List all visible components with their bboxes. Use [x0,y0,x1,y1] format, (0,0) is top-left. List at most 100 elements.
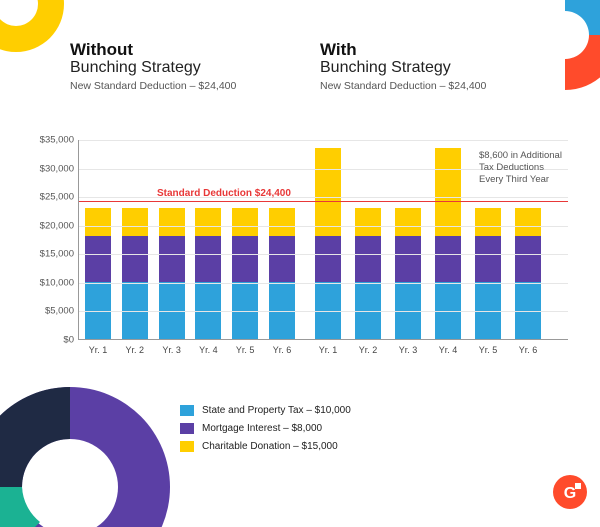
title-right: With Bunching Strategy New Standard Dedu… [320,40,560,92]
bar-segment-charity [269,208,295,237]
bar-segment-mortgage [435,236,461,282]
legend-label: Mortgage Interest – $8,000 [202,423,322,434]
reference-line [79,201,568,202]
bar-segment-state [355,282,381,339]
y-tick-label: $30,000 [40,163,74,174]
y-tick-label: $15,000 [40,249,74,260]
grid-line [79,226,568,227]
titles-row: Without Bunching Strategy New Standard D… [70,40,570,92]
y-tick-label: $35,000 [40,135,74,146]
bar-segment-charity [315,148,341,237]
annotation-line2: Tax Deductions [479,162,569,174]
legend-label: Charitable Donation – $15,000 [202,441,338,452]
bar-segment-state [195,282,221,339]
legend-label: State and Property Tax – $10,000 [202,405,351,416]
svg-text:G: G [564,485,576,502]
legend-swatch [180,441,194,452]
x-label: Yr. 4 [199,345,218,355]
bar: Yr. 4 [195,208,221,339]
x-label: Yr. 3 [162,345,181,355]
bar-segment-state [315,282,341,339]
legend-item: Mortgage Interest – $8,000 [180,423,351,434]
bar-segment-charity [355,208,381,237]
y-tick-label: $0 [63,335,74,346]
reference-line-label: Standard Deduction $24,400 [157,188,291,199]
bar-segment-state [85,282,111,339]
title-left-line2: Bunching Strategy [70,59,310,77]
deco-bottom-left [0,377,180,527]
y-axis: $0$5,000$10,000$15,000$20,000$25,000$30,… [30,140,78,340]
title-left: Without Bunching Strategy New Standard D… [70,40,310,92]
bar-segment-mortgage [269,236,295,282]
annotation: $8,600 in AdditionalTax DeductionsEvery … [479,150,569,186]
bar-segment-charity [122,208,148,237]
legend-item: Charitable Donation – $15,000 [180,441,351,452]
x-label: Yr. 3 [399,345,418,355]
x-label: Yr. 5 [236,345,255,355]
bar-segment-charity [515,208,541,237]
x-label: Yr. 5 [479,345,498,355]
annotation-line3: Every Third Year [479,174,569,186]
deco-top-left [0,0,66,54]
bar: Yr. 1 [85,208,111,339]
title-right-line2: Bunching Strategy [320,59,560,77]
bar: Yr. 2 [122,208,148,339]
bar-segment-mortgage [475,236,501,282]
bar-segment-mortgage [159,236,185,282]
grid-line [79,140,568,141]
bar-segment-charity [395,208,421,237]
bar-segment-charity [435,148,461,237]
title-right-line1: With [320,40,560,60]
bar-segment-mortgage [515,236,541,282]
bar-segment-state [395,282,421,339]
bar-segment-state [475,282,501,339]
grid-line [79,283,568,284]
bar-segment-state [159,282,185,339]
bar-segment-mortgage [85,236,111,282]
x-label: Yr. 6 [273,345,292,355]
title-left-line1: Without [70,40,310,60]
plot-area: Yr. 1 Yr. 2 Yr. 3 Yr. 4 Yr. 5 Yr. 6 Yr. 1 Yr. 2… [78,140,568,340]
bar-segment-state [269,282,295,339]
bar: Yr. 4 [435,148,461,339]
bar-segment-charity [232,208,258,237]
y-tick-label: $10,000 [40,277,74,288]
g2-logo: G [552,474,588,515]
bar-segment-charity [195,208,221,237]
x-label: Yr. 1 [89,345,108,355]
bar: Yr. 6 [269,208,295,339]
bar: Yr. 3 [395,208,421,339]
chart: $0$5,000$10,000$15,000$20,000$25,000$30,… [30,140,570,370]
x-label: Yr. 4 [439,345,458,355]
bar: Yr. 3 [159,208,185,339]
grid-line [79,254,568,255]
bar-segment-state [122,282,148,339]
bar: Yr. 1 [315,148,341,339]
bar: Yr. 2 [355,208,381,339]
bar-segment-mortgage [395,236,421,282]
bar-segment-mortgage [195,236,221,282]
legend-swatch [180,405,194,416]
bar-segment-charity [159,208,185,237]
bar-segment-state [435,282,461,339]
y-tick-label: $25,000 [40,192,74,203]
bar-segment-state [232,282,258,339]
annotation-line1: $8,600 in Additional [479,150,569,162]
bar-segment-charity [85,208,111,237]
legend-item: State and Property Tax – $10,000 [180,405,351,416]
bar-segment-state [515,282,541,339]
bar-segment-mortgage [232,236,258,282]
x-label: Yr. 2 [359,345,378,355]
x-label: Yr. 2 [126,345,145,355]
title-left-line3: New Standard Deduction – $24,400 [70,80,310,92]
grid-line [79,197,568,198]
legend-swatch [180,423,194,434]
title-right-line3: New Standard Deduction – $24,400 [320,80,560,92]
bar: Yr. 6 [515,208,541,339]
grid-line [79,311,568,312]
legend: State and Property Tax – $10,000 Mortgage… [180,405,351,459]
bar-segment-mortgage [122,236,148,282]
x-label: Yr. 6 [519,345,538,355]
bar: Yr. 5 [475,208,501,339]
y-tick-label: $20,000 [40,220,74,231]
